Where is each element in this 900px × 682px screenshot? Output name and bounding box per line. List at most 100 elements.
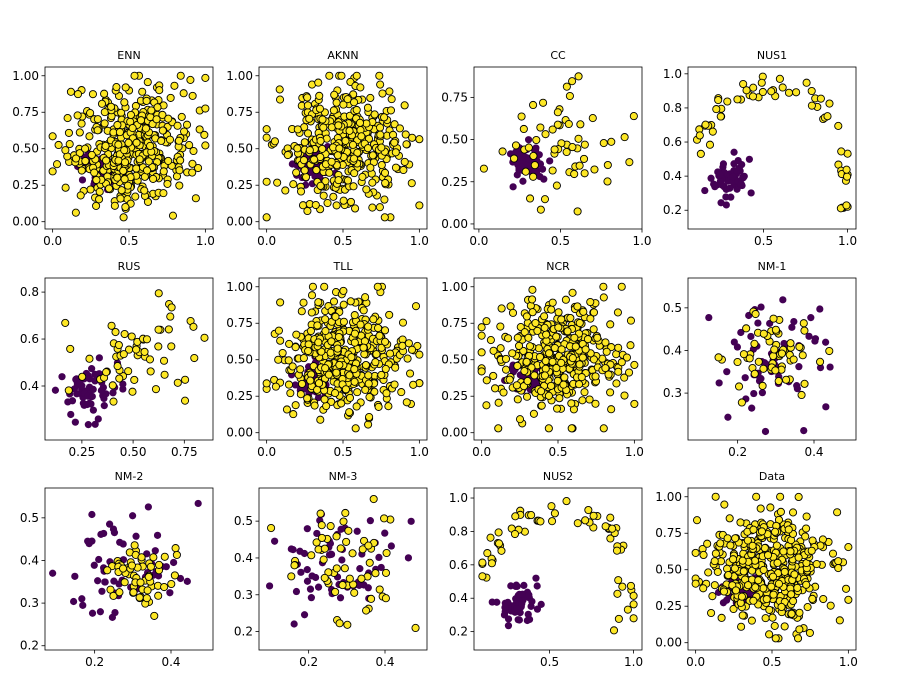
majority-point [189, 146, 198, 156]
majority-point [109, 591, 118, 600]
subplot-title: RUS [118, 260, 141, 273]
majority-point [119, 166, 128, 175]
majority-point [320, 573, 329, 582]
majority-point [352, 402, 361, 411]
majority-point [353, 388, 362, 397]
y-tick-label: 0.00 [655, 636, 682, 650]
majority-point [146, 367, 155, 376]
majority-point [143, 586, 152, 595]
minority-point [816, 305, 824, 313]
subplot-aknn: AKNN 0.0 0.5 1.0 0.00 0.25 0.50 0.75 1.00 [226, 49, 429, 248]
majority-point [350, 365, 359, 374]
majority-point [526, 194, 535, 203]
majority-point [564, 119, 573, 129]
majority-point [777, 349, 786, 358]
majority-point [711, 549, 720, 558]
majority-point [562, 82, 571, 91]
majority-point [136, 578, 145, 587]
majority-point [113, 120, 122, 130]
minority-point [88, 510, 96, 519]
majority-point [304, 340, 313, 349]
majority-point [307, 291, 317, 300]
majority-point [359, 306, 368, 315]
majority-point [123, 181, 132, 190]
majority-point [413, 341, 422, 351]
majority-point [534, 344, 543, 353]
majority-point [314, 338, 323, 347]
majority-point [626, 581, 635, 590]
majority-point [333, 151, 342, 160]
majority-point [519, 124, 528, 134]
minority-point [101, 578, 109, 586]
majority-point [351, 204, 360, 213]
majority-point [744, 581, 753, 590]
majority-point [119, 213, 128, 222]
majority-point [607, 405, 616, 414]
majority-point [617, 282, 626, 291]
minority-point [336, 594, 345, 602]
majority-point [626, 341, 635, 350]
majority-point [315, 91, 324, 100]
minority-point [540, 175, 548, 183]
minority-point [108, 613, 116, 621]
points [691, 492, 853, 643]
majority-point [774, 377, 783, 386]
minority-point [754, 319, 762, 327]
majority-point [743, 536, 752, 545]
majority-point [363, 144, 373, 153]
majority-point [262, 125, 271, 134]
majority-point [522, 392, 532, 401]
majority-point [179, 89, 188, 98]
majority-point [520, 328, 529, 337]
majority-point [64, 386, 73, 395]
majority-point [154, 560, 164, 569]
majority-point [188, 91, 197, 100]
majority-point [350, 98, 359, 107]
majority-point [400, 101, 409, 110]
y-tick-label: 0.6 [663, 135, 682, 149]
majority-point [765, 605, 774, 614]
majority-point [395, 124, 404, 133]
majority-point [102, 368, 111, 377]
minority-point [816, 364, 825, 372]
majority-point [544, 391, 553, 400]
y-tick-label: 0.6 [449, 558, 468, 572]
majority-point [362, 185, 371, 194]
majority-point [119, 564, 128, 573]
minority-point [119, 385, 127, 393]
majority-point [776, 507, 785, 516]
majority-point [310, 401, 319, 410]
majority-point [528, 308, 537, 317]
minority-point [747, 332, 755, 341]
majority-point [341, 385, 350, 394]
majority-point [191, 194, 200, 203]
majority-point [111, 327, 120, 337]
y-tick-label: 0.25 [441, 389, 468, 403]
majority-point [112, 83, 121, 92]
majority-point [478, 558, 487, 567]
majority-point [292, 330, 301, 339]
majority-point [599, 282, 608, 291]
majority-point [382, 548, 391, 558]
majority-point [585, 395, 594, 404]
majority-point [477, 331, 486, 340]
majority-point [320, 282, 329, 291]
subplot-title: NUS2 [543, 470, 573, 483]
majority-point [409, 380, 418, 389]
majority-point [691, 548, 700, 557]
minority-point [292, 587, 301, 596]
majority-point [158, 110, 167, 119]
majority-point [565, 91, 574, 101]
majority-point [795, 608, 804, 617]
majority-point [159, 356, 169, 365]
majority-point [304, 346, 313, 356]
majority-point [491, 384, 500, 393]
minority-point [377, 563, 385, 572]
minority-point [325, 551, 334, 559]
majority-point [391, 148, 400, 157]
minority-point [710, 180, 718, 188]
minority-point [717, 199, 725, 207]
majority-point [343, 95, 352, 104]
y-tick-label: 0.50 [12, 142, 39, 156]
majority-point [143, 78, 152, 87]
